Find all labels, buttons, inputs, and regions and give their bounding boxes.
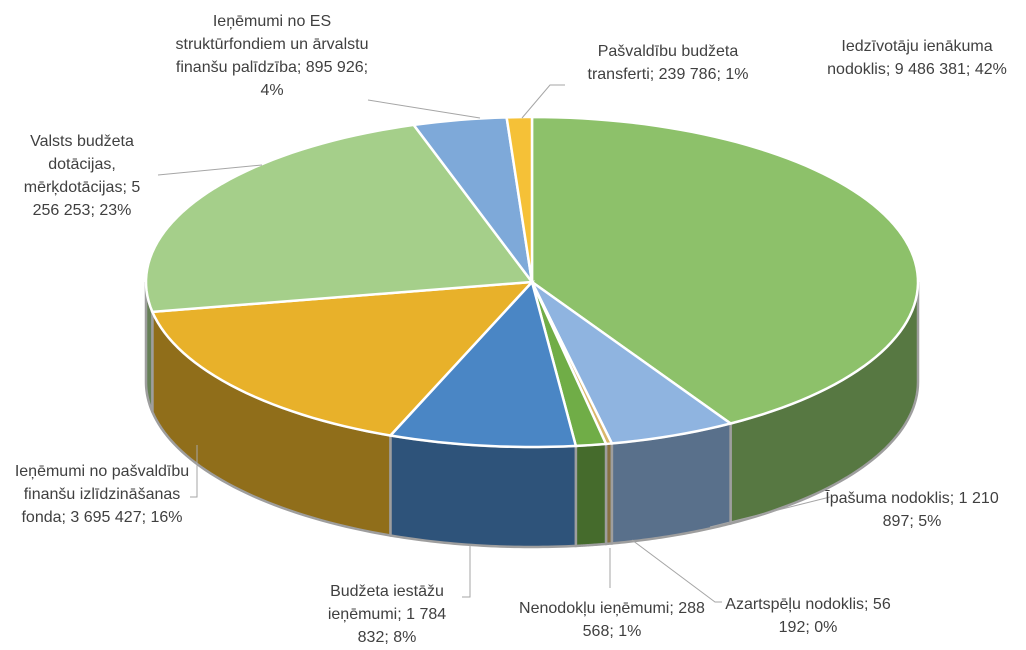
label-part: 1 784 832 — [357, 606, 447, 646]
label-part: 895 926 — [305, 59, 364, 76]
slice — [505, 115, 534, 283]
separator: ; — [61, 509, 71, 526]
label-part: 1% — [725, 66, 749, 83]
data-label: Budžeta iestāžu ieņēmumi; 1 784 832; 8% — [312, 580, 462, 649]
separator: ; — [363, 59, 369, 76]
data-label: Nenodokļu ieņēmumi; 288 568; 1% — [517, 597, 707, 643]
slice — [530, 280, 734, 445]
separator: ; — [949, 490, 959, 507]
separator: ; — [649, 66, 659, 83]
slice — [150, 280, 536, 437]
separator: ; — [716, 66, 726, 83]
data-label: Ieņēmumi no pašvaldību finanšu izlīdzinā… — [15, 460, 190, 529]
label-part: 42% — [974, 61, 1007, 78]
separator: ; — [864, 596, 873, 613]
label-part: Azartspēļu nodoklis — [725, 596, 865, 613]
slice-side — [574, 442, 608, 548]
data-label: Īpašuma nodoklis; 1 210 897; 5% — [822, 487, 1002, 533]
label-part: 5 256 253 — [32, 179, 141, 219]
slice-side — [389, 434, 578, 549]
label-part: 23% — [99, 202, 132, 219]
data-label: Azartspēļu nodoklis; 56 192; 0% — [713, 593, 903, 639]
leader-line — [367, 99, 481, 119]
label-part: Nenodokļu ieņēmumi — [519, 600, 670, 617]
separator: ; — [141, 509, 151, 526]
label-part: 0% — [814, 619, 838, 636]
label-part: Valsts budžeta dotācijas, mērķdotācijas — [23, 133, 134, 196]
leader-line — [631, 539, 722, 603]
label-part: 3 695 427 — [70, 509, 142, 526]
data-label: Ieņēmumi no ES struktūrfondiem un ārvals… — [170, 10, 375, 102]
slice — [411, 116, 534, 283]
label-part: 16% — [150, 509, 183, 526]
slice — [144, 123, 535, 314]
slice — [387, 279, 578, 449]
leader-line — [709, 496, 831, 528]
label-part: 8% — [393, 629, 417, 646]
label-part: 288 568 — [582, 600, 705, 640]
leader-line — [157, 164, 263, 176]
label-part: Īpašuma nodoklis — [825, 490, 950, 507]
label-part: 4% — [260, 82, 284, 99]
separator: ; — [397, 606, 407, 623]
separator: ; — [90, 202, 100, 219]
label-part: 239 786 — [658, 66, 717, 83]
label-part: Budžeta iestāžu ieņēmumi — [327, 583, 444, 623]
separator: ; — [885, 61, 895, 78]
separator: ; — [805, 619, 815, 636]
separator: ; — [609, 623, 619, 640]
separator: ; — [296, 59, 306, 76]
slice — [530, 115, 920, 425]
leader-line — [521, 84, 565, 119]
leader-line — [462, 545, 471, 598]
label-part: 1% — [618, 623, 642, 640]
label-part: 56 192 — [778, 596, 891, 636]
data-label: Valsts budžeta dotācijas, mērķdotācijas;… — [17, 130, 147, 222]
label-part: 5% — [918, 513, 942, 530]
separator: ; — [384, 629, 394, 646]
label-part: 1 210 897 — [882, 490, 999, 530]
separator: ; — [965, 61, 975, 78]
label-part: Pašvaldību budžeta transferti — [587, 43, 739, 83]
separator: ; — [669, 600, 679, 617]
label-part: Ieņēmumi no ES struktūrfondiem un ārvals… — [175, 13, 369, 76]
data-label: Pašvaldību budžeta transferti; 239 786; … — [568, 40, 768, 86]
separator: ; — [122, 179, 132, 196]
label-part: Iedzīvotāju ienākuma nodoklis — [827, 38, 993, 78]
leader-line — [190, 445, 198, 498]
separator: ; — [909, 513, 919, 530]
data-label: Iedzīvotāju ienākuma nodoklis; 9 486 381… — [827, 35, 1007, 81]
label-part: Ieņēmumi no pašvaldību finanšu izlīdzinā… — [14, 463, 190, 526]
label-part: 9 486 381 — [894, 61, 966, 78]
